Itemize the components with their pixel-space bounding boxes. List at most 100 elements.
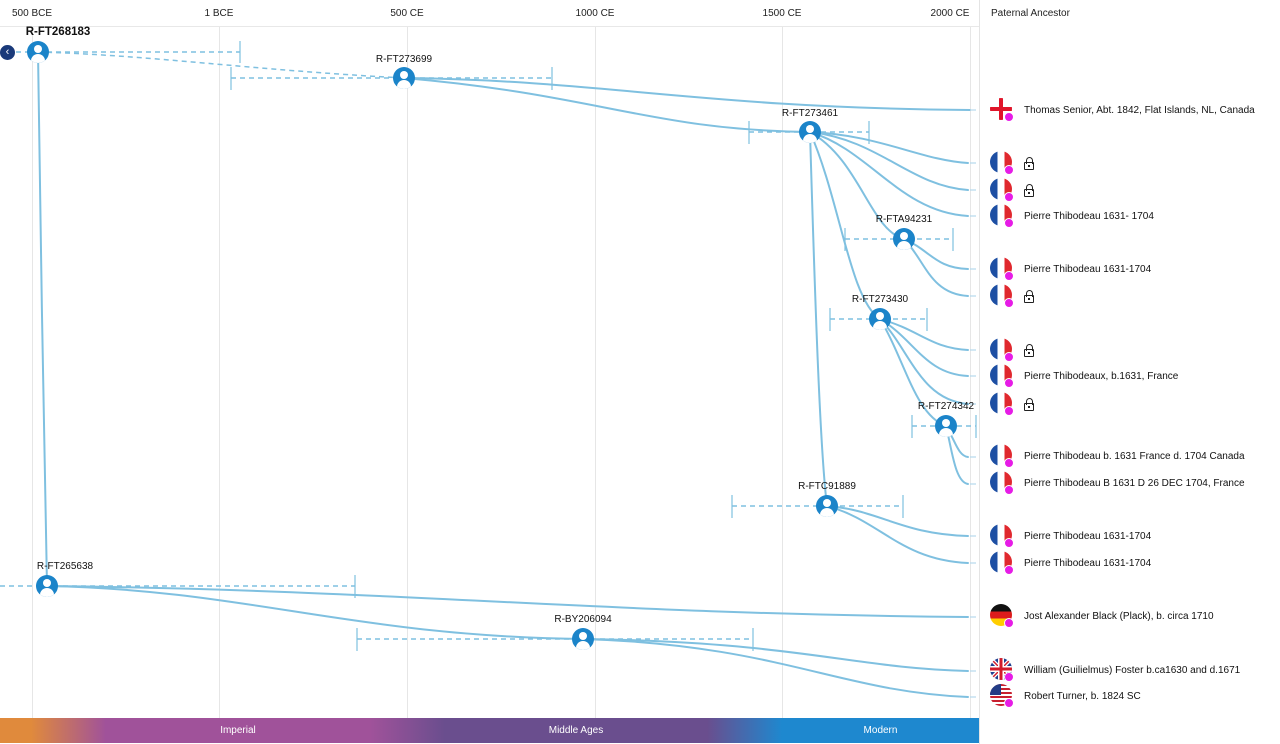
grid-line (782, 26, 783, 718)
france-flag-icon (988, 523, 1014, 549)
axis-label-500bce: 500 BCE (11, 8, 53, 19)
node-label-fta94231[interactable]: R-FTA94231 (875, 214, 933, 225)
ancestor-name: Pierre Thibodeau b. 1631 France d. 1704 … (1024, 450, 1245, 462)
ancestor-row[interactable]: Pierre Thibodeau 1631-1704 (988, 523, 1151, 549)
ancestor-row[interactable] (988, 283, 1035, 309)
node-label-root[interactable]: R-FT268183 (25, 26, 91, 38)
grid-line (407, 26, 408, 718)
ancestor-row[interactable]: Pierre Thibodeaux, b.1631, France (988, 363, 1178, 389)
ancestor-name: Pierre Thibodeau 1631- 1704 (1024, 210, 1154, 222)
ancestor-row[interactable]: Robert Turner, b. 1824 SC (988, 683, 1141, 709)
grid-line (32, 26, 33, 718)
branch-leaf (809, 131, 969, 191)
back-button[interactable]: ‹ (0, 45, 15, 60)
lock-icon (1024, 343, 1035, 357)
marker-dot-icon (1004, 352, 1014, 362)
ancestor-name: Pierre Thibodeau 1631-1704 (1024, 263, 1152, 275)
lock-icon (1024, 183, 1035, 197)
ancestor-row[interactable] (988, 150, 1035, 176)
marker-dot-icon (1004, 165, 1014, 175)
ancestor-name: Pierre Thibodeau B 1631 D 26 DEC 1704, F… (1024, 477, 1245, 489)
france-flag-icon (988, 443, 1014, 469)
dashed-link-root-to-ft273699 (37, 51, 405, 79)
haplogroup-node-icon[interactable] (572, 628, 594, 650)
haplogroup-node-icon[interactable] (799, 121, 821, 143)
branch-leaf (582, 638, 969, 698)
ancestor-row[interactable] (988, 391, 1035, 417)
ancestor-row[interactable]: Pierre Thibodeau 1631-1704 (988, 550, 1151, 576)
node-label-ft273430[interactable]: R-FT273430 (851, 294, 909, 305)
branch-leaf (879, 318, 969, 405)
haplogroup-node-icon[interactable] (869, 308, 891, 330)
haplogroup-node-icon[interactable] (36, 575, 58, 597)
lock-icon (1024, 397, 1035, 411)
ancestor-name: Pierre Thibodeaux, b.1631, France (1024, 370, 1179, 382)
ancestor-row[interactable]: Pierre Thibodeau B 1631 D 26 DEC 1704, F… (988, 470, 1245, 496)
grid-line (595, 26, 596, 718)
haplogroup-node-icon[interactable] (816, 495, 838, 517)
ancestor-name: Jost Alexander Black (Plack), b. circa 1… (1024, 610, 1214, 622)
france-flag-icon (988, 203, 1014, 229)
node-label-by206094[interactable]: R-BY206094 (554, 614, 612, 625)
marker-dot-icon (1004, 192, 1014, 202)
branch-leaf (826, 505, 969, 537)
axis-baseline (0, 26, 980, 27)
ancestor-row[interactable] (988, 337, 1035, 363)
node-label-ftc91889[interactable]: R-FTC91889 (798, 481, 856, 492)
marker-dot-icon (1004, 406, 1014, 416)
branch-to-ft273461 (403, 77, 811, 133)
era-band-middle-ages: Middle Ages (445, 718, 707, 743)
branch-to-ft273430 (809, 131, 881, 320)
germany-flag-icon (988, 603, 1014, 629)
haplogroup-node-icon[interactable] (935, 415, 957, 437)
node-label-ft273699[interactable]: R-FT273699 (375, 54, 433, 65)
england-flag-icon (988, 97, 1014, 123)
ancestor-row[interactable]: William (Guilielmus) Foster b.ca1630 and… (988, 657, 1240, 683)
node-label-ft274342[interactable]: R-FT274342 (917, 401, 975, 412)
grid-line (970, 26, 971, 718)
era-band-transition (707, 718, 782, 743)
france-flag-icon (988, 550, 1014, 576)
haplogroup-node-icon[interactable] (393, 67, 415, 89)
ancestor-row[interactable]: Pierre Thibodeau 1631- 1704 (988, 203, 1154, 229)
axis-label-500ce: 500 CE (390, 8, 424, 19)
axis-label-1bce: 1 BCE (204, 8, 234, 19)
era-label-imperial: Imperial (220, 725, 256, 736)
marker-dot-icon (1004, 538, 1014, 548)
ancestor-name: Pierre Thibodeau 1631-1704 (1024, 530, 1152, 542)
lock-icon (1024, 289, 1035, 303)
branch-leaf (879, 318, 969, 351)
ancestor-row[interactable] (988, 177, 1035, 203)
node-label-ft273461[interactable]: R-FT273461 (781, 108, 839, 119)
ancestor-row[interactable]: Pierre Thibodeau 1631-1704 (988, 256, 1151, 282)
marker-dot-icon (1004, 565, 1014, 575)
ancestor-name: Robert Turner, b. 1824 SC (1024, 690, 1141, 702)
era-band-imperial: Imperial (106, 718, 370, 743)
marker-dot-icon (1004, 672, 1014, 682)
paternal-ancestor-header: Paternal Ancestor (991, 8, 1070, 19)
branch-leaf (879, 318, 969, 377)
era-band-transition (370, 718, 445, 743)
haplogroup-node-icon[interactable] (27, 41, 49, 63)
branch-to-thomas-senior (403, 77, 971, 111)
branch-leaf (826, 505, 969, 564)
era-label-modern: Modern (863, 725, 898, 736)
panel-divider (979, 0, 980, 744)
haplogroup-node-icon[interactable] (893, 228, 915, 250)
marker-dot-icon (1004, 378, 1014, 388)
ancestor-row[interactable]: Jost Alexander Black (Plack), b. circa 1… (988, 603, 1214, 629)
france-flag-icon (988, 337, 1014, 363)
node-label-ft265638[interactable]: R-FT265638 (36, 561, 94, 572)
branch-to-by206094 (46, 585, 584, 640)
branch-leaf (582, 638, 969, 672)
axis-label-2000ce: 2000 CE (930, 8, 970, 19)
ancestor-name: Pierre Thibodeau 1631-1704 (1024, 557, 1152, 569)
france-flag-icon (988, 363, 1014, 389)
ancestor-row[interactable]: Thomas Senior, Abt. 1842, Flat Islands, … (988, 97, 1255, 123)
lock-icon (1024, 156, 1035, 170)
marker-dot-icon (1004, 485, 1014, 495)
ancestor-row[interactable]: Pierre Thibodeau b. 1631 France d. 1704 … (988, 443, 1245, 469)
france-flag-icon (988, 283, 1014, 309)
marker-dot-icon (1004, 271, 1014, 281)
